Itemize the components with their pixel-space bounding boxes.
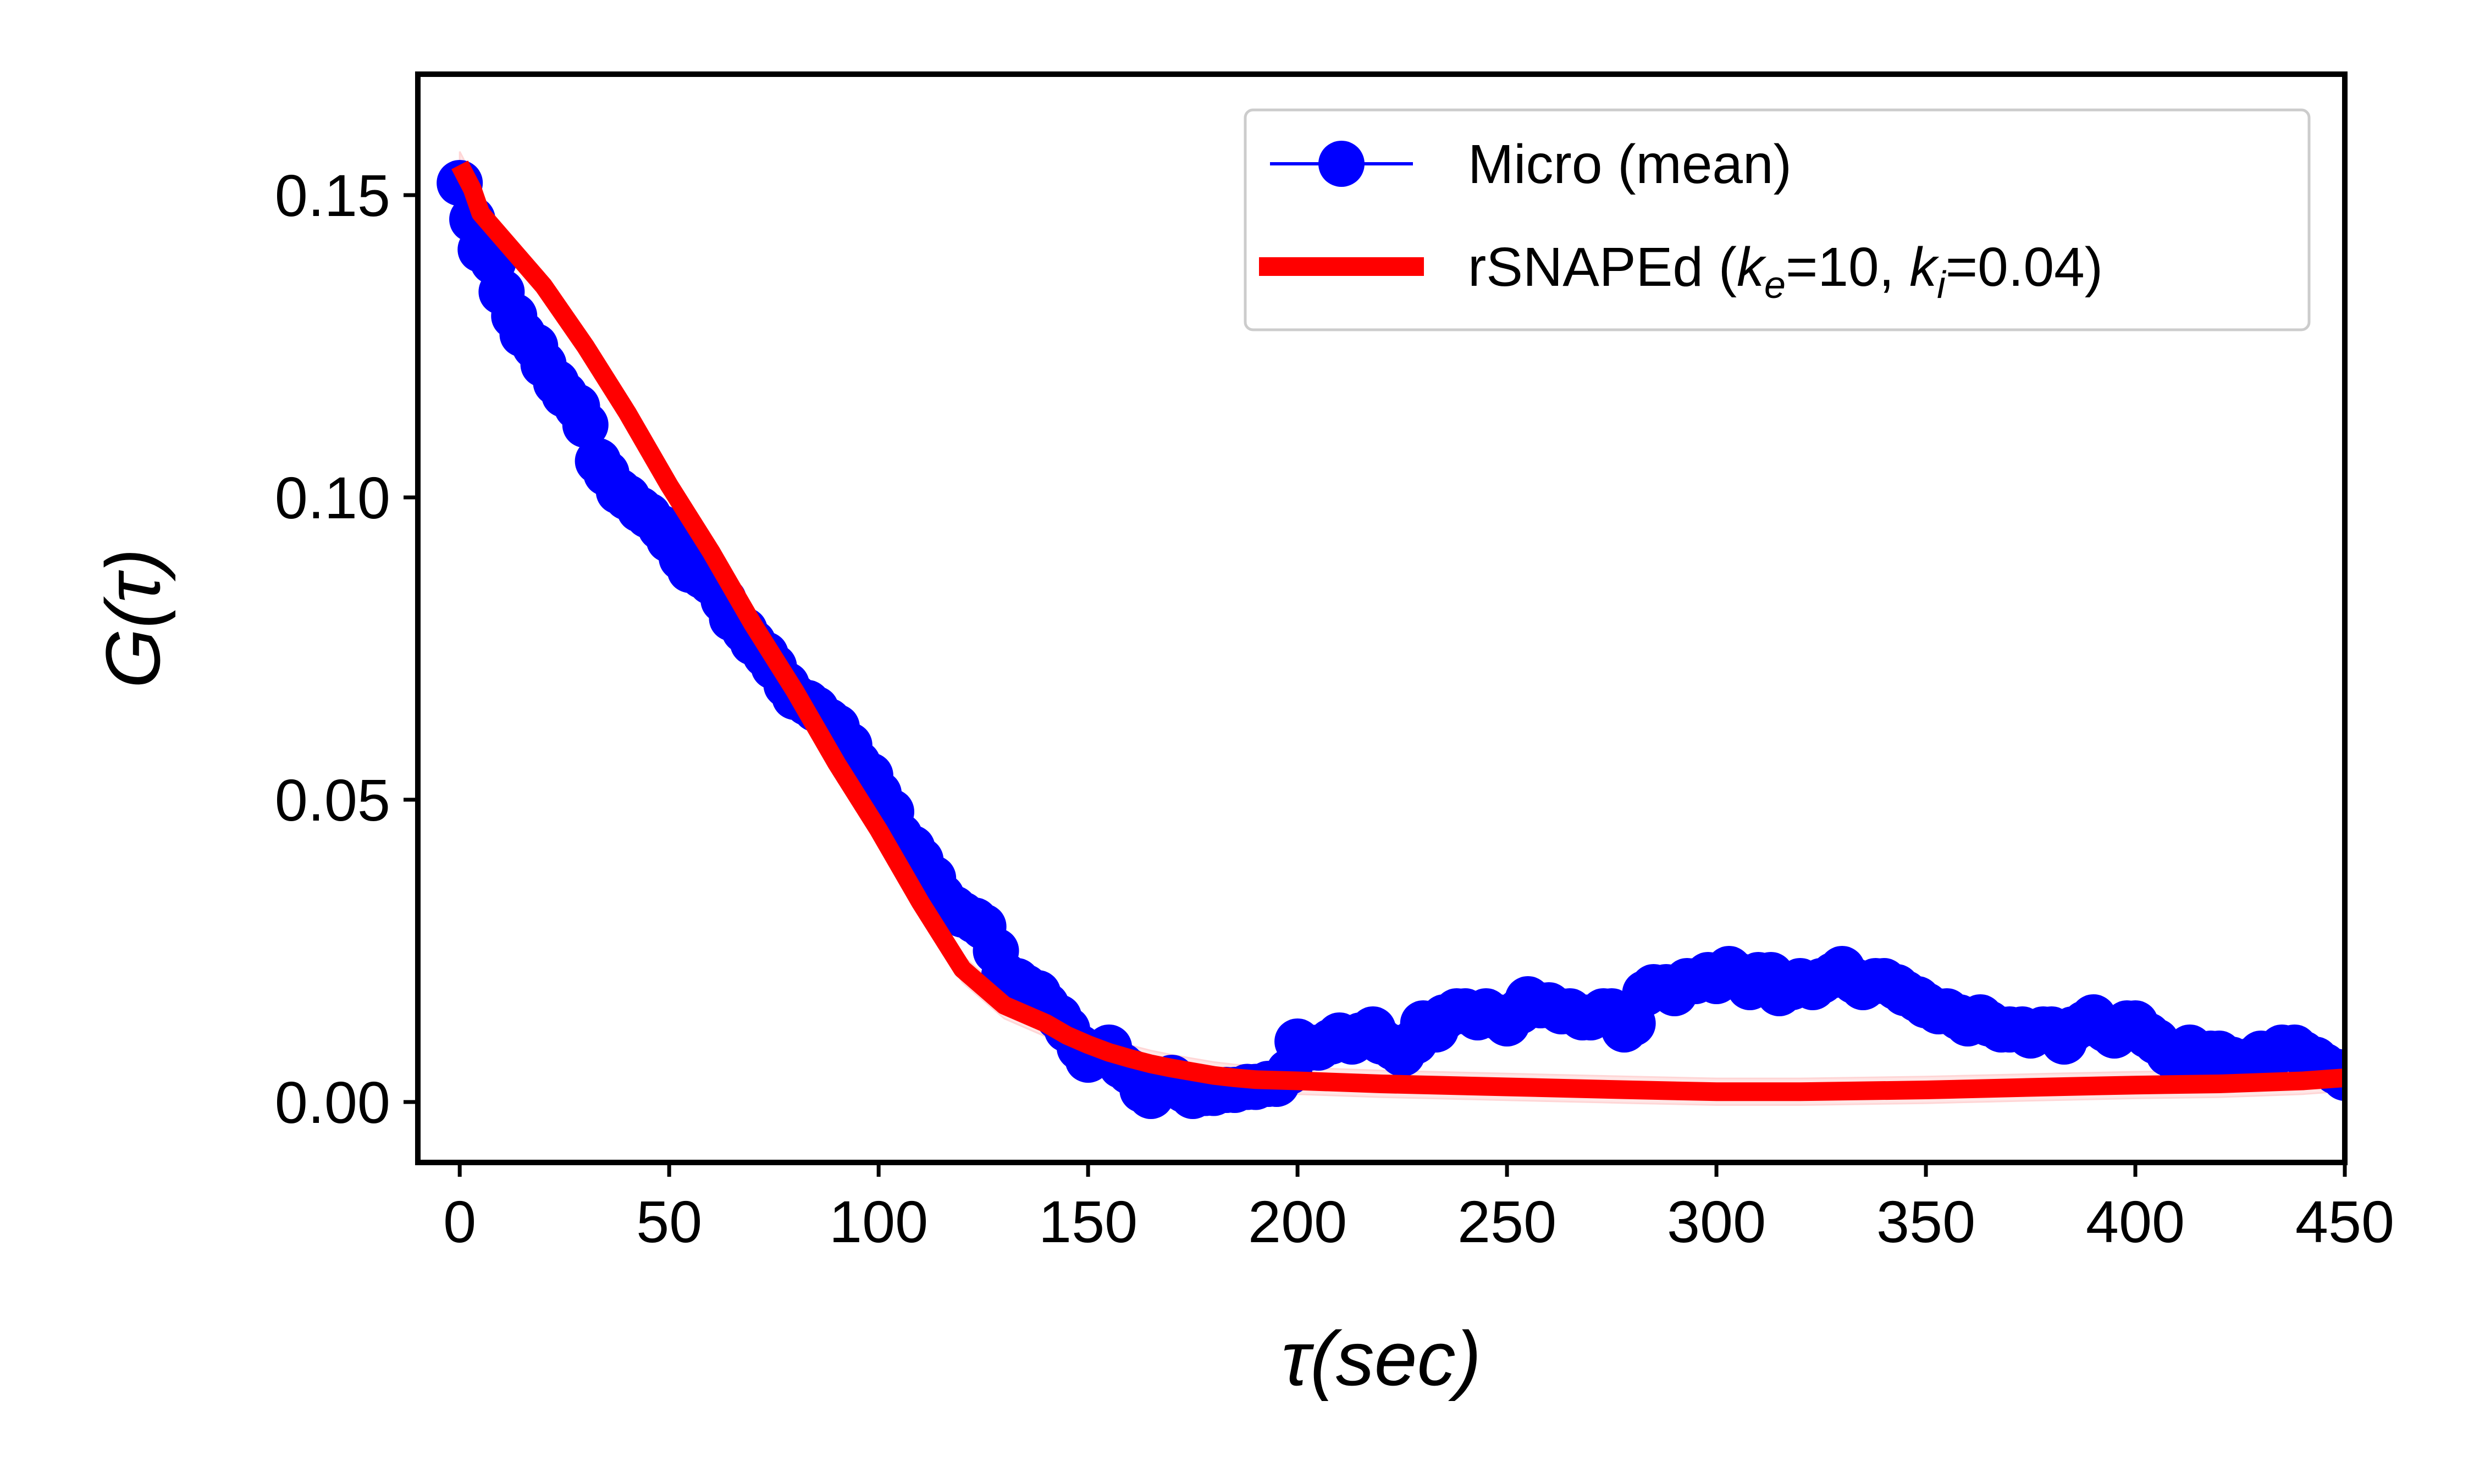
x-tick-label: 300 [1667,1188,1766,1255]
x-tick-label: 200 [1248,1188,1347,1255]
y-tick-label: 0.15 [275,162,390,229]
x-tick-label: 400 [2086,1188,2185,1255]
x-axis-label: τ(sec) [1282,1315,1481,1402]
legend-label: rSNAPEd (ke=10, ki=0.04) [1468,236,2103,306]
x-tick-label: 450 [2295,1188,2394,1255]
data-point [562,402,609,448]
legend-entry-rsnaped: rSNAPEd (ke=10, ki=0.04) [1259,236,2103,306]
legend-label: Micro (mean) [1468,134,1792,195]
y-axis-ticks: 0.00 0.05 0.10 0.15 [275,162,418,1136]
y-tick-label: 0.05 [275,767,390,833]
x-tick-label: 50 [636,1188,702,1255]
legend-box [1244,108,2311,331]
series-layer [437,160,2345,1119]
y-axis-label: G(τ) [90,549,176,689]
x-tick-label: 150 [1039,1188,1137,1255]
x-tick-label: 350 [1876,1188,1975,1255]
series-line [451,160,2345,1101]
x-axis-ticks: 0 50 100 150 200 250 300 350 400 450 [443,1162,2394,1255]
legend-marker [1318,141,1365,187]
y-tick-label: 0.10 [275,464,390,531]
x-tick-label: 0 [443,1188,476,1255]
legend: Micro (mean) rSNAPEd (ke=10, ki=0.04) [1244,108,2311,331]
series-rsnaped [451,160,2345,1101]
x-tick-label: 250 [1457,1188,1556,1255]
plot-area-frame [415,71,2348,1165]
x-tick-label: 100 [829,1188,928,1255]
y-tick-label: 0.00 [275,1069,390,1136]
legend-entry-micro: Micro (mean) [1270,134,1792,195]
